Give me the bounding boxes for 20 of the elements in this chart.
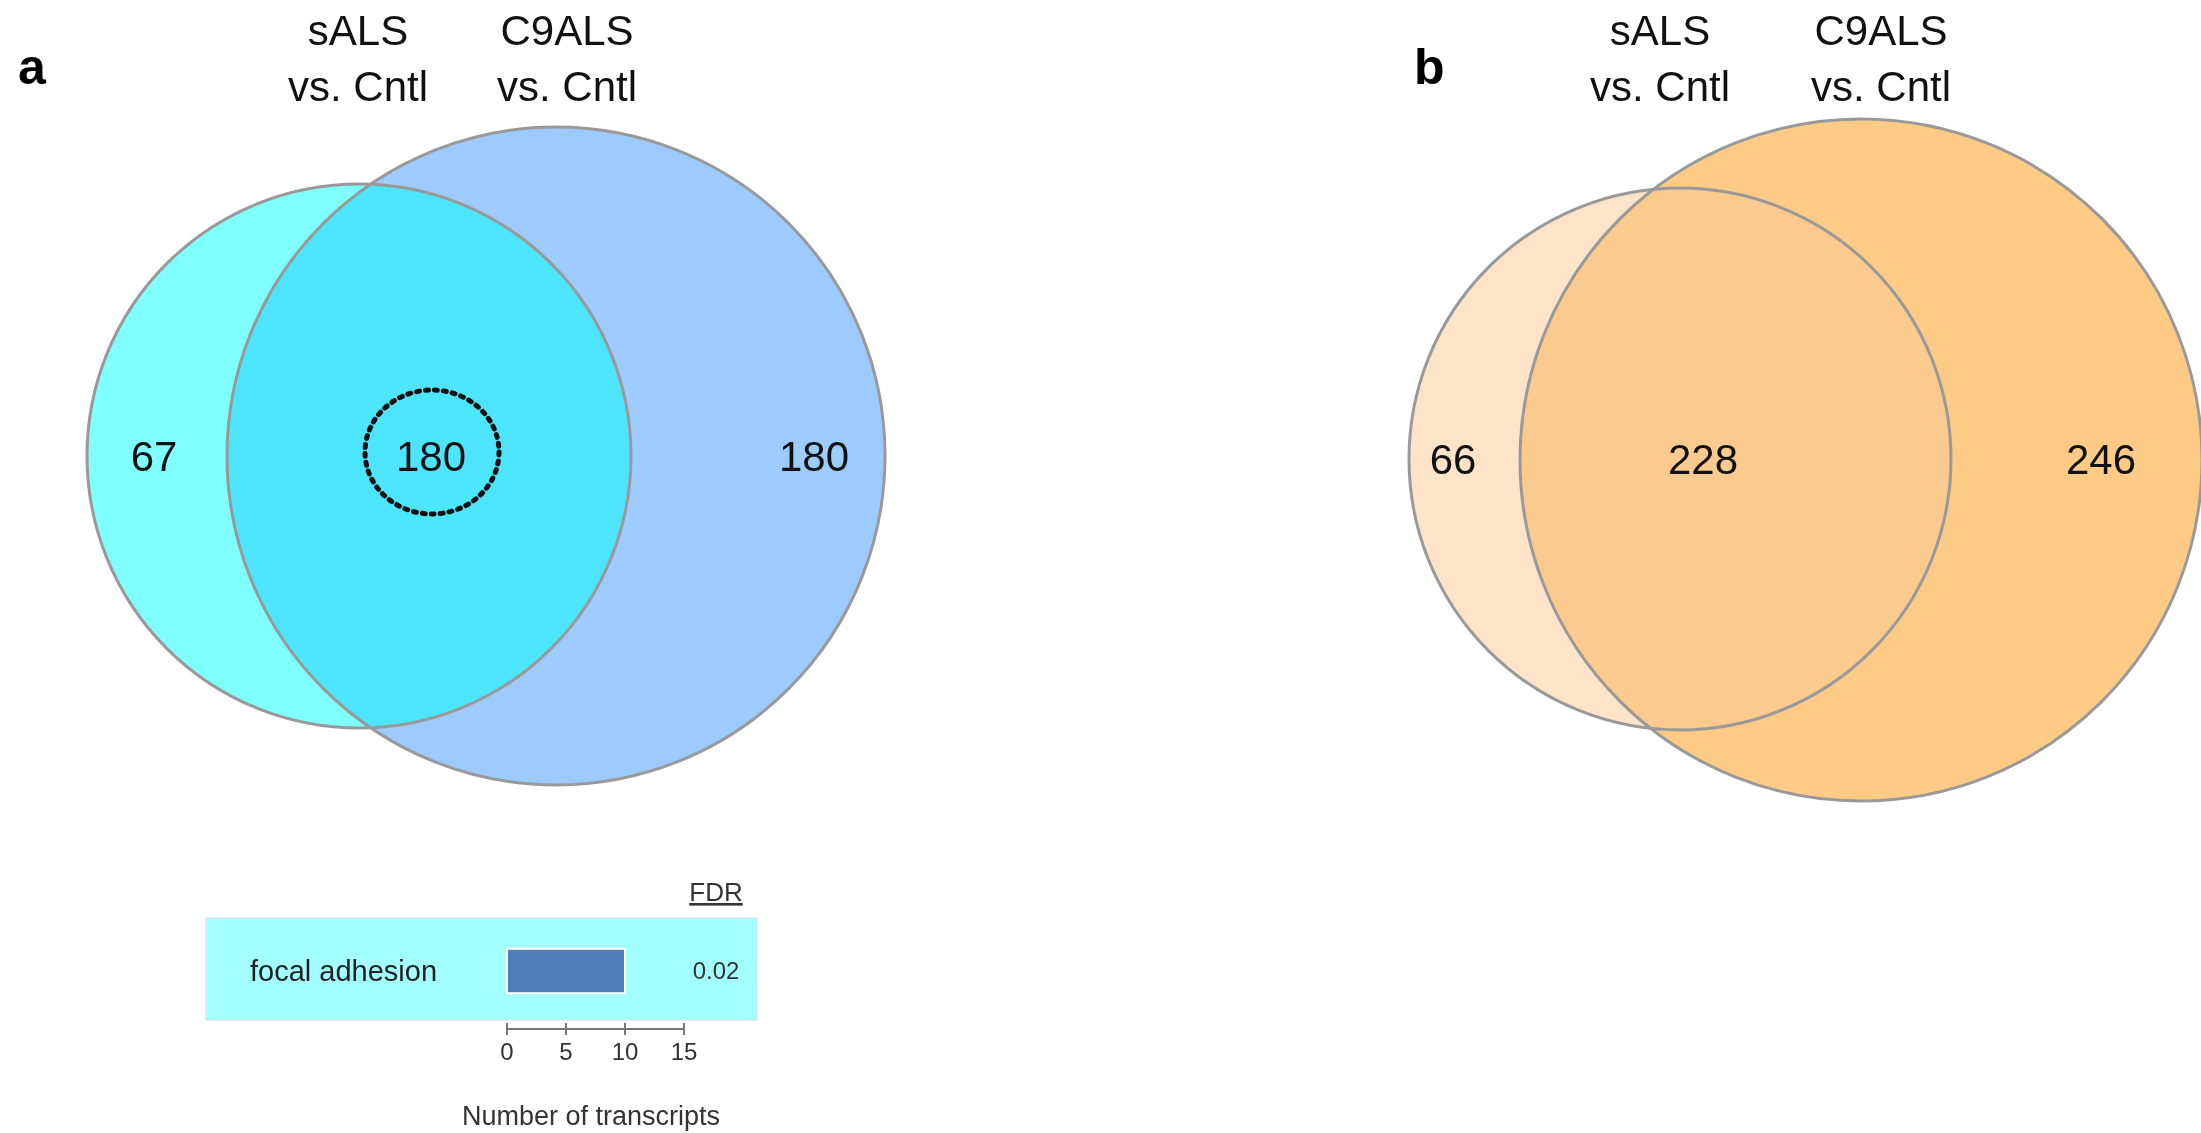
data-label: 246 [2065,435,2137,483]
y-tick-label: focal adhesion [250,955,438,988]
x-tick-label: 15 [670,1038,698,1065]
x-tick-label: 5 [559,1038,573,1065]
text: b [1414,39,1445,95]
x-tick-label: 0 [500,1038,514,1065]
text: sALS vs. Cntl [1589,7,1731,110]
text: FDR [689,877,743,907]
text: C9ALS vs. Cntl [1810,7,1952,110]
text: sALS vs. Cntl [287,7,429,110]
x-tick-label: 10 [611,1038,639,1065]
data-label: 228 [1667,435,1739,483]
data-label: 67 [130,432,178,480]
text: a [18,39,47,95]
data-label: 180 [395,432,467,480]
data-label: 180 [778,432,850,480]
text: C9ALS vs. Cntl [496,7,638,110]
x-axis-title: Number of transcripts [461,1101,721,1131]
text: 0.02 [692,957,740,985]
data-label: 66 [1429,435,1477,483]
